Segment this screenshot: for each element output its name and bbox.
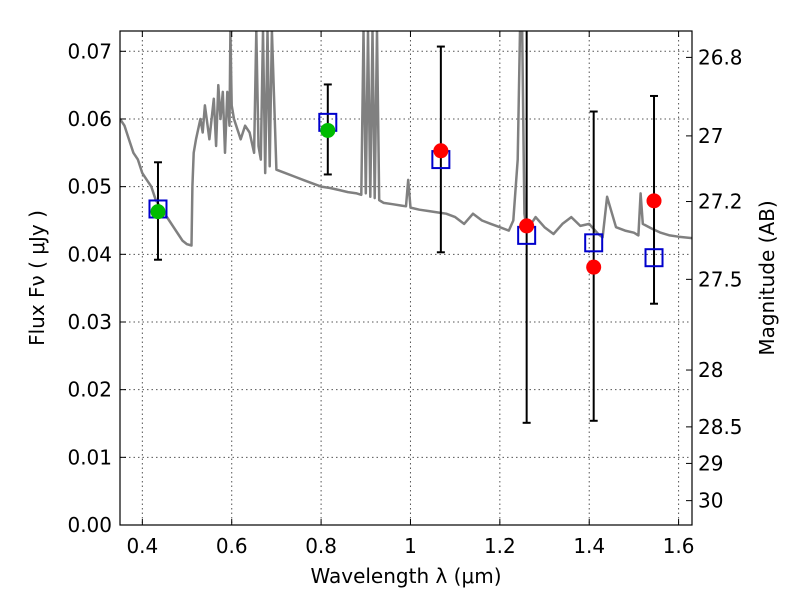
x-axis-ticks: 0.4 0.6 0.8 1 1.2 1.4 1.6 [126, 31, 695, 558]
y2-tick-label: 27 [698, 124, 723, 148]
x-tick-label: 1.4 [573, 534, 605, 558]
y2-tick-label: 28 [698, 358, 723, 382]
model-flux-square [644, 248, 664, 268]
x-axis-label: Wavelength λ (μm) [310, 564, 501, 588]
observed-flux-point [320, 122, 336, 138]
y-axis-ticks: 0.00 0.01 0.02 0.03 0.04 0.05 0.06 0.07 [67, 39, 126, 537]
y-axis-label: Flux Fν ( μJy ) [25, 210, 49, 346]
y-tick-label: 0.05 [67, 175, 112, 199]
plot-frame [119, 30, 693, 526]
y2-tick-label: 27.5 [698, 267, 743, 291]
x-tick-label: 1 [404, 534, 417, 558]
x-tick-label: 0.4 [126, 534, 158, 558]
y2-tick-label: 28.5 [698, 415, 743, 439]
y2-tick-label: 29 [698, 451, 723, 475]
x-tick-label: 1.6 [663, 534, 695, 558]
observed-flux-point [519, 218, 535, 234]
y-tick-label: 0.04 [67, 242, 112, 266]
x-tick-label: 1.2 [484, 534, 516, 558]
observed-flux-point [586, 259, 602, 275]
y2-axis-label: Magnitude (AB) [755, 200, 779, 355]
observed-flux-point [150, 204, 166, 220]
x-tick-label: 0.6 [216, 534, 248, 558]
y2-tick-label: 27.2 [698, 190, 743, 214]
marker-layer [148, 112, 664, 275]
y-tick-label: 0.03 [67, 310, 112, 334]
y-tick-label: 0.00 [67, 513, 112, 537]
y-tick-label: 0.02 [67, 378, 112, 402]
y-tick-label: 0.01 [67, 445, 112, 469]
y-tick-label: 0.06 [67, 107, 112, 131]
y2-tick-label: 26.8 [698, 45, 743, 69]
model-flux-square [584, 233, 604, 253]
y2-tick-label: 30 [698, 489, 723, 513]
spectrum-layer [120, 31, 692, 247]
x-tick-label: 0.8 [305, 534, 337, 558]
observed-flux-point [433, 143, 449, 159]
y2-axis-ticks: 26.8 27 27.2 27.5 28 28.5 29 30 [686, 45, 743, 513]
y-tick-label: 0.07 [67, 39, 112, 63]
model-spectrum-line [120, 31, 692, 247]
observed-flux-point [646, 193, 662, 209]
